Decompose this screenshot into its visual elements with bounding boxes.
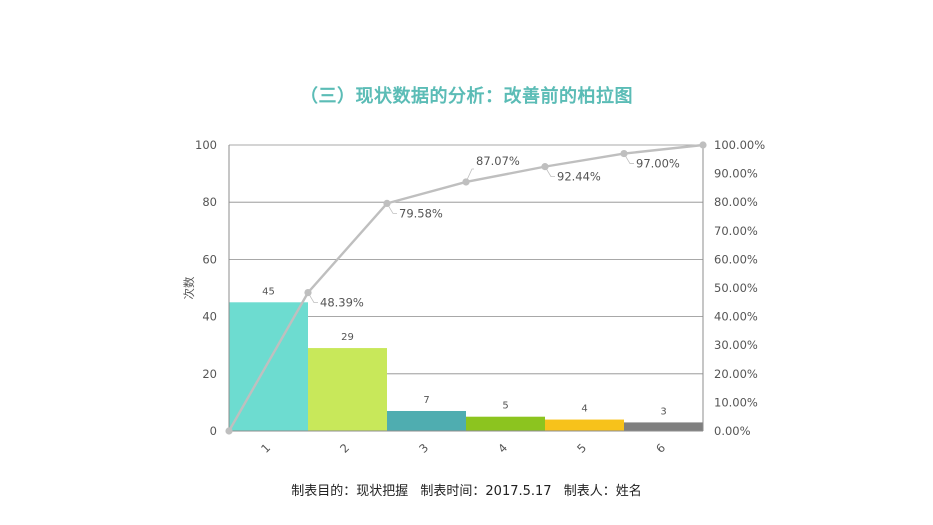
y2-tick-label: 100.00% [714, 138, 765, 152]
cumulative-leader [307, 292, 318, 304]
bar [466, 416, 545, 431]
bar [624, 422, 703, 431]
chart-title: （三）现状数据的分析：改善前的柏拉图 [300, 86, 633, 107]
x-tick-label: 4 [495, 441, 510, 456]
y2-tick-label: 10.00% [714, 395, 758, 409]
x-tick-label: 1 [258, 441, 273, 456]
footer-time: 制表时间：2017.5.17 [420, 484, 552, 499]
x-tick-label: 2 [337, 441, 352, 456]
cumulative-leader [465, 168, 474, 183]
labels: 0 20 40 60 80 100 0.00% 10.00% 20.00% 30.00% 40.00… [182, 138, 765, 456]
axes [228, 145, 704, 432]
cumulative-value-label: 48.39% [320, 296, 364, 310]
cumulative-leader [623, 153, 634, 164]
bar-value-label: 29 [341, 332, 354, 343]
cumulative-value-label: 92.44% [557, 170, 601, 184]
cumulative-point [541, 163, 549, 171]
cumulative-point [383, 199, 391, 208]
footer: 制表目的：现状把握 制表时间：2017.5.17 制表人：姓名 [0, 480, 933, 499]
footer-purpose: 制表目的：现状把握 [291, 484, 409, 499]
bars [229, 302, 703, 431]
bar-value-label: 3 [660, 406, 666, 417]
cumulative-value-label: 79.58% [399, 206, 443, 220]
y2-tick-label: 30.00% [714, 338, 758, 352]
bar [545, 419, 624, 431]
cumulative-point [225, 427, 233, 435]
y2-tick-label: 60.00% [714, 252, 758, 266]
cumulative-point [699, 141, 707, 149]
y-tick-label: 40 [202, 310, 217, 324]
y2-tick-label: 80.00% [714, 195, 758, 209]
y2-tick-label: 50.00% [714, 281, 758, 295]
bar [308, 348, 387, 431]
cumulative-value-label: 87.07% [476, 154, 520, 168]
y2-tick-label: 20.00% [714, 367, 758, 381]
y-tick-label: 80 [202, 195, 217, 209]
cumulative-leader [386, 203, 397, 214]
x-tick-label: 3 [416, 441, 431, 456]
cumulative-leader [544, 166, 555, 178]
cumulative-point [620, 149, 628, 158]
cumulative-line [225, 141, 707, 435]
y2-tick-label: 70.00% [714, 224, 758, 238]
footer-author: 制表人：姓名 [563, 484, 642, 499]
bar-value-label: 5 [502, 401, 508, 412]
y-tick-label: 100 [195, 138, 217, 152]
bar-value-label: 4 [581, 404, 587, 415]
bar [387, 410, 466, 431]
x-tick-label: 5 [574, 441, 589, 456]
y2-tick-label: 0.00% [714, 424, 751, 438]
x-tick-label: 6 [653, 441, 668, 456]
bar-value-label: 7 [423, 395, 429, 406]
y2-tick-label: 90.00% [714, 167, 758, 181]
bar-value-label: 45 [262, 286, 275, 297]
pareto-chart: 0 20 40 60 80 100 0.00% 10.00% 20.00% 30.00% 40.00… [182, 138, 765, 456]
y-tick-label: 0 [210, 424, 217, 438]
y-axis-title: 次数 [182, 276, 196, 299]
cumulative-value-label: 97.00% [636, 157, 680, 171]
y-tick-label: 60 [202, 252, 217, 266]
y-tick-label: 20 [202, 367, 217, 381]
y2-tick-label: 40.00% [714, 310, 758, 324]
